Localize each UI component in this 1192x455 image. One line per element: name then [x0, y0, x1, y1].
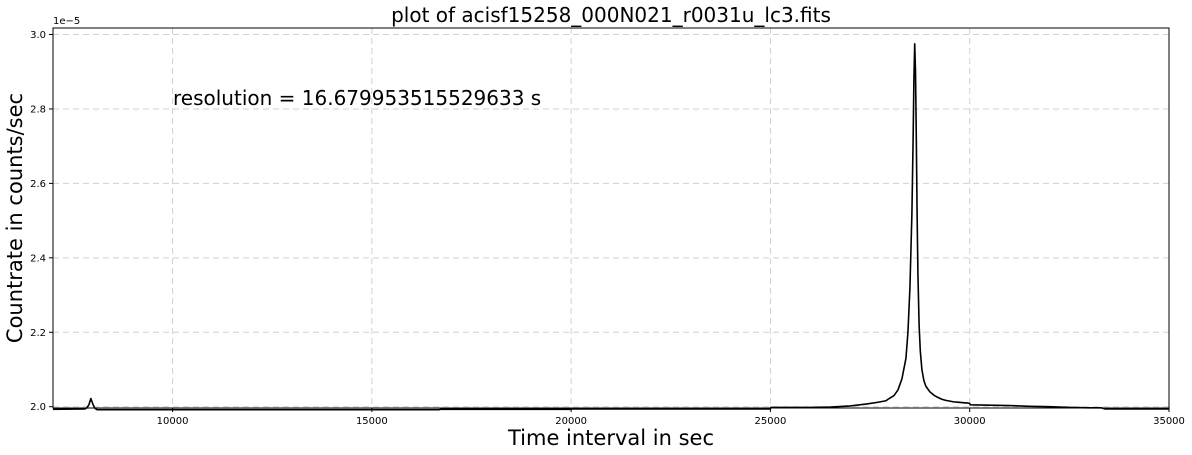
grid-lines — [53, 28, 1170, 408]
y-axis-label: Countrate in counts/sec — [3, 93, 27, 343]
x-tick-label: 20000 — [555, 416, 587, 427]
y-tick-label: 3.0 — [30, 30, 46, 41]
axis-ticks: 10000 15000 20000 25000 30000 35000 2.0 2.2 2.4 2… — [30, 30, 1185, 427]
resolution-annotation: resolution = 16.679953515529633 s — [173, 86, 541, 110]
y-tick-label: 2.8 — [30, 104, 46, 115]
chart-title: plot of acisf15258_000N021_r0031u_lc3.fi… — [391, 3, 831, 27]
x-tick-label: 10000 — [157, 416, 189, 427]
plot-frame — [52, 27, 1170, 409]
countrate-series-line — [52, 43, 1169, 411]
y-tick-label: 2.4 — [30, 253, 46, 264]
x-tick-label: 15000 — [356, 416, 388, 427]
y-tick-label: 2.2 — [30, 328, 46, 339]
y-axis-offset-label: 1e−5 — [53, 16, 80, 27]
y-tick-label: 2.6 — [30, 179, 46, 190]
y-tick-label: 2.0 — [30, 402, 46, 413]
x-tick-label: 30000 — [954, 416, 986, 427]
x-tick-label: 25000 — [755, 416, 787, 427]
x-axis-label: Time interval in sec — [507, 426, 714, 450]
x-tick-label: 35000 — [1153, 416, 1185, 427]
